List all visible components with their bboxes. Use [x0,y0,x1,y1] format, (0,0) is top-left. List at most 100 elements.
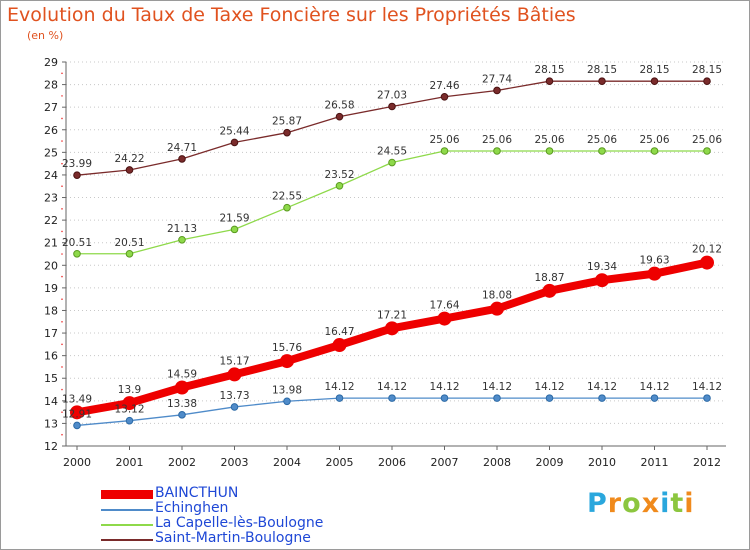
data-label: 15.17 [219,355,249,367]
data-point [283,397,291,406]
x-axis-ticks: 2000 2001 2002 2003 2004 2005 2006 2007 2008 2009… [63,456,721,469]
data-point [493,147,501,155]
y-tick-label: 24 [44,169,58,182]
data-label: 27.46 [429,80,459,92]
logo-letter: i [660,488,671,519]
data-point [490,301,504,316]
x-tick-label: 2003 [221,456,249,469]
data-label: 20.51 [62,237,92,249]
x-tick-label: 2009 [536,456,564,469]
data-point [335,112,344,121]
data-label: 23.99 [62,158,92,170]
y-tick-label: 21 [44,237,58,250]
y-minor-tick [61,320,63,323]
data-label: 25.06 [692,134,722,146]
y-tick-label: 12 [44,440,58,453]
y-minor-tick [61,275,63,278]
x-tick-label: 2012 [693,456,721,469]
x-tick-label: 2005 [326,456,354,469]
data-point [650,394,659,402]
data-label: 14.12 [482,381,512,393]
legend-label: Echinghen [155,500,229,516]
logo-letter: t [670,488,685,519]
data-point [493,86,501,95]
logo-letter: r [607,488,623,519]
x-tick-label: 2007 [431,456,459,469]
y-minor-tick [61,117,63,120]
data-label: 14.12 [324,381,354,393]
data-label: 24.71 [167,142,197,154]
x-tick-label: 2006 [378,456,406,469]
y-minor-tick [61,95,63,97]
y-tick-label: 19 [44,282,58,295]
series-line-la-capelle-l-s-boulogne [76,150,708,255]
data-point [440,92,449,101]
data-point [335,394,344,402]
data-point [703,77,711,85]
data-point [703,147,711,155]
data-point [437,311,452,326]
y-tick-label: 25 [44,146,58,159]
data-point [122,396,137,411]
y-minor-tick [61,162,63,165]
data-label: 21.59 [219,212,249,224]
data-label: 23.52 [324,169,354,181]
legend-label: BAINCTHUN [155,485,239,501]
data-label: 25.87 [272,116,302,128]
data-point [73,421,81,430]
data-point [598,77,606,85]
logo-letter: i [684,488,695,519]
legend-swatch [101,490,153,499]
data-point [178,235,186,244]
y-minor-tick [61,208,63,210]
data-label: 14.12 [534,381,564,393]
data-point [125,166,134,174]
logo-letter: o [622,488,642,519]
x-tick-label: 2002 [168,456,196,469]
y-minor-tick [61,366,63,368]
data-point [230,225,239,234]
data-point [335,181,344,190]
x-tick-label: 2010 [588,456,616,469]
data-label: 17.64 [429,300,459,312]
series-group [70,77,714,430]
data-label: 13.49 [62,393,92,405]
data-label: 14.59 [167,368,197,380]
data-point [230,403,239,411]
y-tick-label: 18 [44,304,58,317]
data-point [493,394,501,402]
y-minor-tick [61,253,63,255]
data-label: 28.15 [639,64,669,76]
data-point [283,128,291,137]
data-label: 18.87 [534,272,564,284]
y-tick-label: 15 [44,372,58,385]
y-tick-label: 27 [44,101,58,114]
data-point [280,354,294,369]
x-tick-label: 2001 [116,456,144,469]
x-tick-label: 2004 [273,456,301,469]
y-tick-label: 23 [44,192,58,205]
y-minor-tick [61,230,63,233]
y-minor-tick [61,388,63,391]
y-minor-tick [61,411,63,413]
y-axis-unit-label: (en %) [27,29,64,42]
data-point [598,394,606,402]
data-point [73,249,81,258]
y-tick-label: 17 [44,327,58,340]
data-label: 13.38 [167,398,197,410]
y-axis-ticks: 12 13 14 15 16 17 18 19 20 21 22 23 24 25 26 27 28 29 [44,56,58,453]
data-point [545,77,554,85]
data-label: 28.15 [692,64,722,76]
x-tick-label: 2000 [63,456,91,469]
data-label: 13.9 [118,384,141,396]
data-point [542,283,557,298]
data-label: 14.12 [429,381,459,393]
y-tick-label: 28 [44,79,58,92]
y-minor-tick [61,72,63,75]
data-label: 25.06 [429,134,459,146]
data-point [598,147,606,155]
logo-letter: x [641,488,661,519]
x-tick-label: 2011 [641,456,669,469]
data-label: 25.06 [587,134,617,146]
